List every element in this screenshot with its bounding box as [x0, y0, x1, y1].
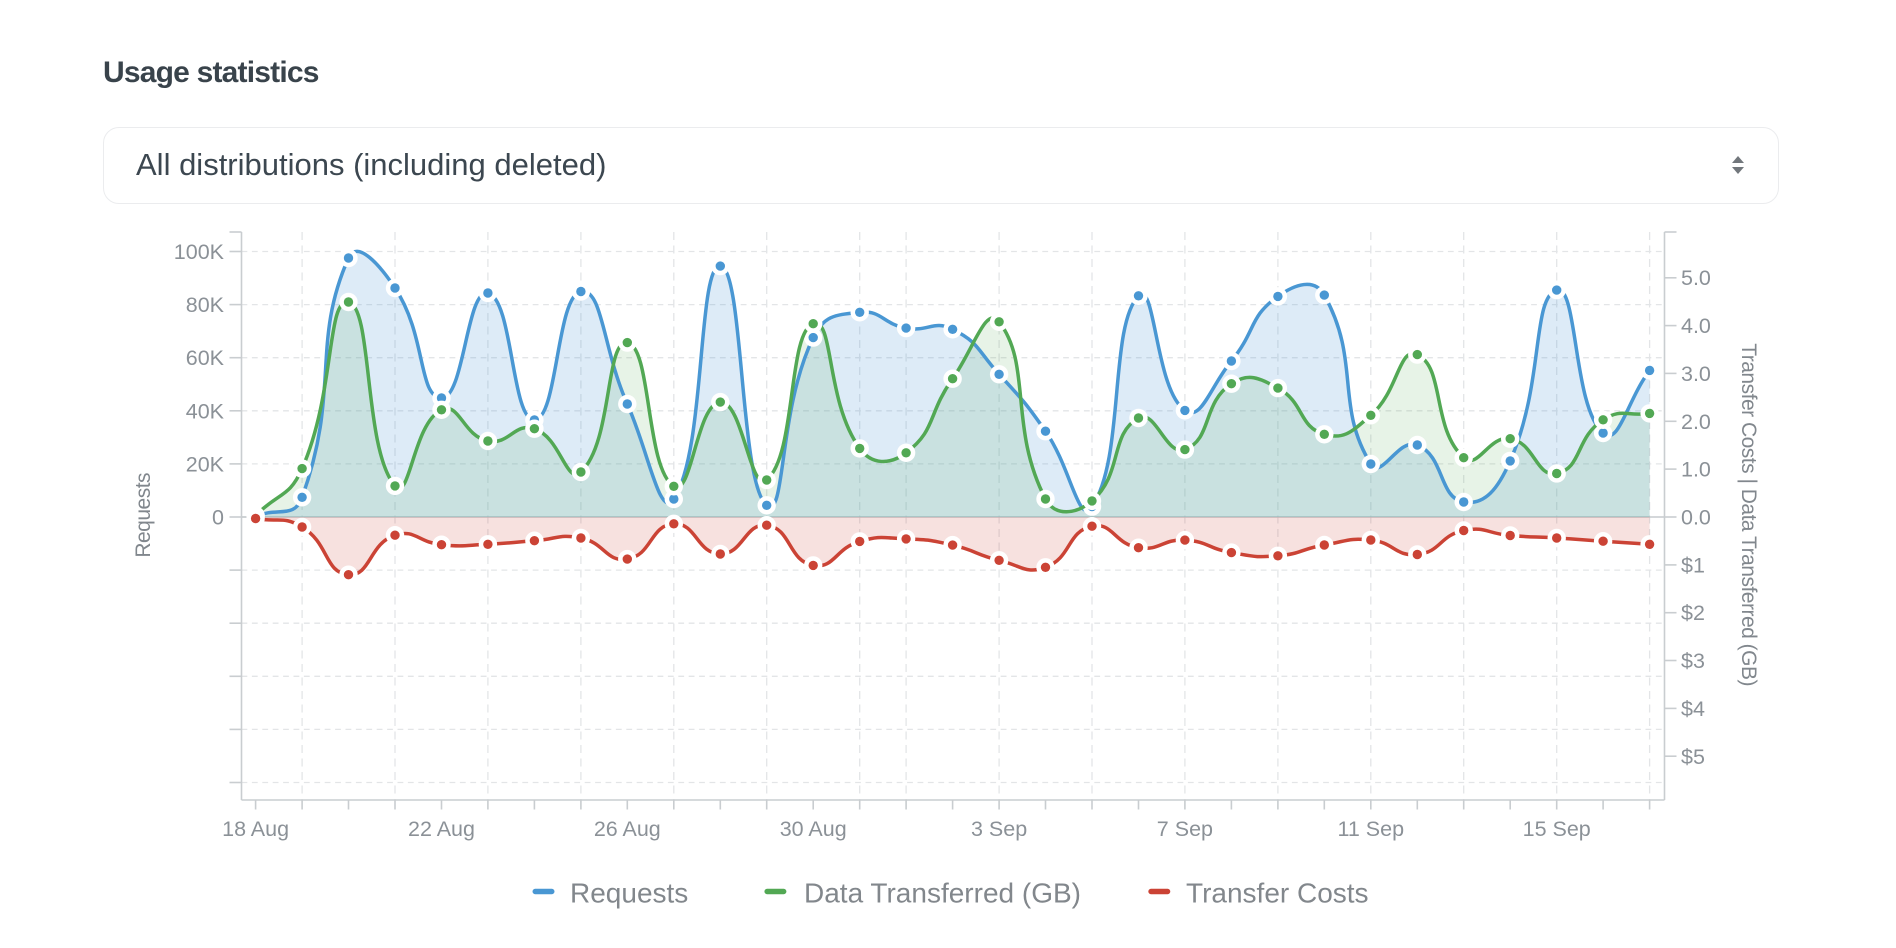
svg-text:0: 0: [212, 506, 224, 530]
svg-text:20K: 20K: [186, 452, 225, 476]
svg-text:$3: $3: [1681, 649, 1705, 673]
svg-text:Data Transferred (GB): Data Transferred (GB): [804, 878, 1081, 909]
svg-text:1.0: 1.0: [1681, 458, 1711, 482]
svg-text:Transfer Costs | Data Transfer: Transfer Costs | Data Transferred (GB): [1737, 343, 1760, 686]
svg-text:11 Sep: 11 Sep: [1338, 817, 1405, 841]
svg-text:0.0: 0.0: [1681, 506, 1711, 530]
svg-text:5.0: 5.0: [1681, 266, 1711, 290]
svg-text:7 Sep: 7 Sep: [1157, 817, 1213, 841]
svg-text:$2: $2: [1681, 601, 1705, 625]
svg-text:$1: $1: [1681, 553, 1705, 577]
svg-text:Requests: Requests: [132, 473, 155, 558]
svg-text:2.0: 2.0: [1681, 410, 1711, 434]
svg-text:3 Sep: 3 Sep: [971, 817, 1027, 841]
svg-text:Requests: Requests: [570, 878, 688, 909]
svg-text:22 Aug: 22 Aug: [408, 817, 475, 841]
svg-text:26 Aug: 26 Aug: [594, 817, 661, 841]
svg-text:Transfer Costs: Transfer Costs: [1186, 878, 1369, 909]
svg-text:18 Aug: 18 Aug: [222, 817, 289, 841]
svg-text:30 Aug: 30 Aug: [780, 817, 847, 841]
svg-text:3.0: 3.0: [1681, 362, 1711, 386]
svg-text:80K: 80K: [186, 293, 225, 317]
svg-text:100K: 100K: [174, 240, 225, 264]
svg-text:$4: $4: [1681, 697, 1705, 721]
svg-text:$5: $5: [1681, 745, 1705, 769]
svg-text:60K: 60K: [186, 346, 225, 370]
svg-text:40K: 40K: [186, 399, 225, 423]
svg-text:4.0: 4.0: [1681, 314, 1711, 338]
svg-text:15 Sep: 15 Sep: [1523, 817, 1591, 841]
